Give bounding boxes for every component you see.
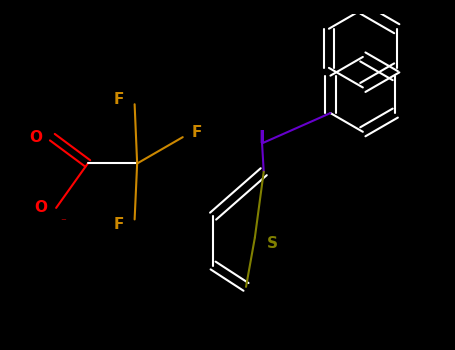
Text: F: F bbox=[192, 125, 202, 140]
Text: ⁻: ⁻ bbox=[60, 217, 66, 227]
Text: S: S bbox=[266, 236, 278, 251]
Text: F: F bbox=[114, 92, 124, 107]
Text: I: I bbox=[259, 128, 265, 147]
Text: O: O bbox=[29, 130, 42, 145]
Text: F: F bbox=[114, 217, 124, 232]
Text: O: O bbox=[35, 201, 47, 215]
